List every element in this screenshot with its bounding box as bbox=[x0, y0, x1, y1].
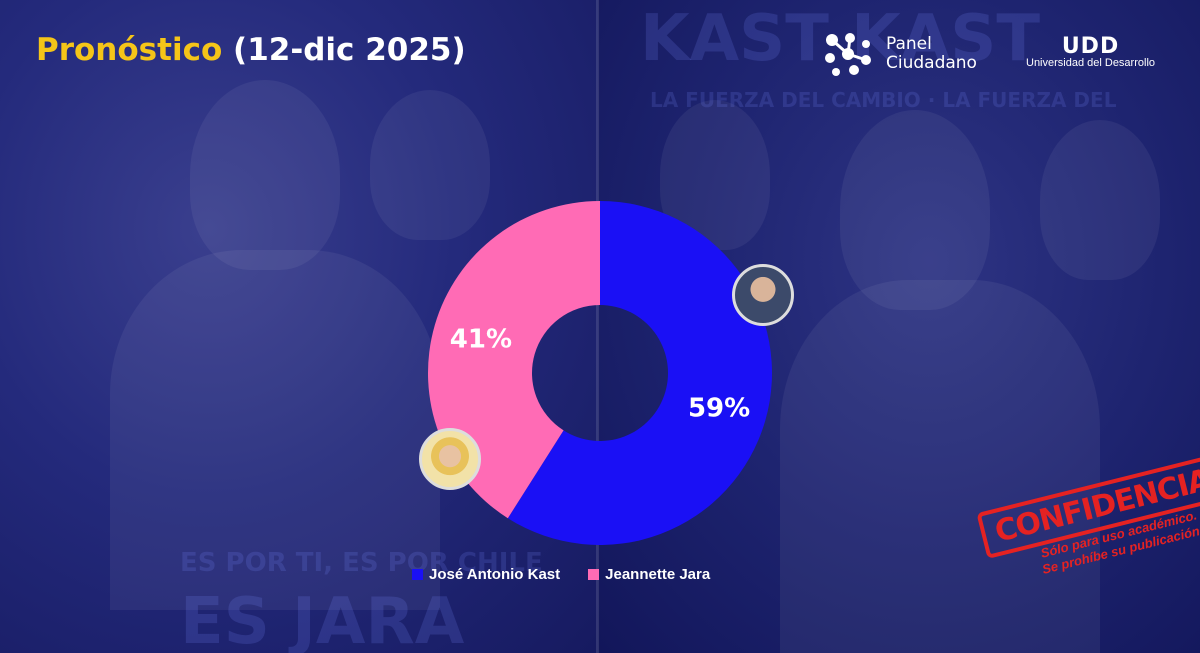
slice-label-0: 59% bbox=[688, 394, 750, 424]
background-banner-text: KAST KAST bbox=[640, 2, 1041, 76]
portrait-kast-icon bbox=[732, 264, 794, 326]
page-title: Pronóstico (12-dic 2025) bbox=[36, 32, 466, 68]
portrait-jara-icon bbox=[419, 428, 481, 490]
photo-divider bbox=[596, 0, 599, 653]
background-figure bbox=[780, 280, 1100, 653]
panel-logo-line2: Ciudadano bbox=[886, 53, 977, 73]
background-figure bbox=[370, 90, 490, 240]
udd-mark: UDD bbox=[1061, 34, 1120, 59]
panel-ciudadano-logo: Panel Ciudadano bbox=[822, 30, 977, 78]
panel-logo-line1: Panel bbox=[886, 34, 932, 54]
legend-item-jara: Jeannette Jara bbox=[588, 566, 710, 583]
background-figure bbox=[840, 110, 990, 310]
background-banner-subtext: LA FUERZA DEL CAMBIO · LA FUERZA DEL bbox=[650, 88, 1117, 112]
title-accent: Pronóstico bbox=[36, 32, 223, 68]
background-figure bbox=[1040, 120, 1160, 280]
background-podium-subtext: ES POR TI, ES POR CHILE bbox=[180, 548, 543, 578]
chart-legend: José Antonio Kast Jeannette Jara bbox=[412, 566, 710, 583]
slice-label-1: 41% bbox=[450, 324, 512, 354]
background-figure bbox=[190, 80, 340, 270]
udd-logo: UDD Universidad del Desarrollo bbox=[1026, 34, 1155, 69]
background-figure bbox=[110, 250, 440, 610]
legend-swatch-kast bbox=[412, 569, 423, 580]
legend-item-kast: José Antonio Kast bbox=[412, 566, 560, 583]
legend-label-kast: José Antonio Kast bbox=[429, 566, 561, 583]
donut-slice-0 bbox=[507, 201, 772, 545]
legend-swatch-jara bbox=[588, 569, 600, 580]
legend-label-jara: Jeannette Jara bbox=[605, 566, 711, 583]
background-podium-text: ES JARA bbox=[180, 585, 465, 653]
title-date: (12-dic 2025) bbox=[222, 32, 466, 68]
panel-ciudadano-dots-icon bbox=[825, 33, 871, 76]
udd-name: Universidad del Desarrollo bbox=[1026, 57, 1156, 69]
